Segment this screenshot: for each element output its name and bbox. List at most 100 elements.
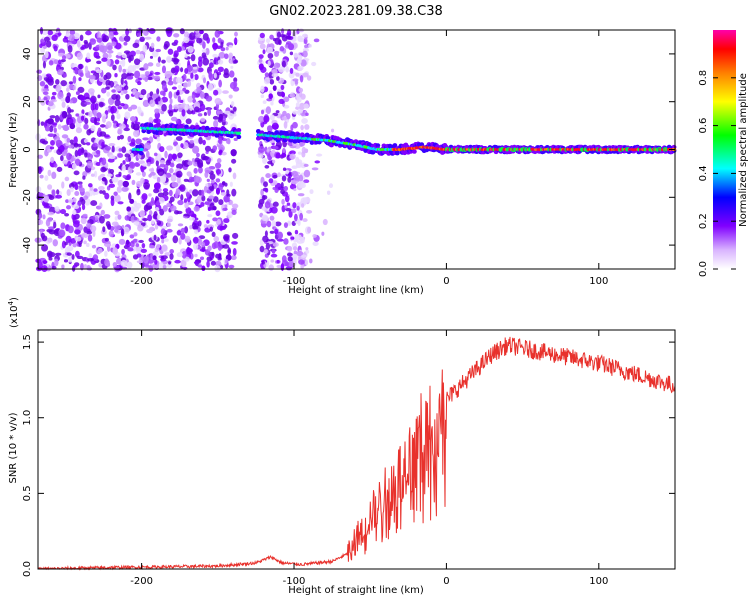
spectrogram-point (140, 164, 145, 173)
spectrogram-point (274, 228, 279, 235)
spectrogram-point (132, 129, 140, 138)
spectrogram-point (95, 149, 101, 155)
spectrogram-point (169, 249, 175, 254)
spectrogram-point (90, 116, 96, 121)
spectrogram-point (42, 214, 46, 220)
spectrogram-point (164, 71, 172, 79)
snr-frame (37, 329, 676, 570)
spectrogram-point (218, 149, 223, 155)
spectrogram-point (96, 60, 102, 65)
spectrogram-point (53, 163, 58, 168)
spectrogram-point (70, 62, 76, 68)
spectrogram-point (392, 143, 398, 148)
spectrogram-point (308, 43, 312, 48)
spectrogram-point (292, 202, 297, 209)
spectrogram-point (201, 265, 206, 272)
spectrogram-point (184, 68, 189, 75)
figure-title: GN02.2023.281.09.38.C38 (269, 4, 443, 19)
spectrogram-point (293, 42, 298, 49)
spectrogram-point (122, 68, 126, 73)
spectrogram-point (296, 250, 304, 257)
spectrogram-point (102, 35, 110, 42)
spectrogram-point (294, 213, 298, 222)
spectrogram-point (303, 103, 309, 109)
spectrogram-point (228, 44, 233, 48)
spectrogram-point (217, 37, 222, 44)
spectrogram-point (227, 211, 233, 219)
spectrogram-point (47, 133, 55, 137)
spectrogram-point (61, 55, 67, 60)
spectrogram-point (258, 145, 265, 153)
spectrogram-point (289, 153, 296, 160)
spectrogram-point (63, 124, 69, 132)
spectrogram-point (83, 240, 87, 245)
spectrogram-point (138, 239, 144, 243)
spectrogram-point (92, 142, 98, 148)
spectrogram-point (148, 264, 154, 272)
spectrogram-point (158, 262, 164, 270)
spectrogram-point (261, 109, 265, 115)
y-tick-label: 0.0 (22, 561, 33, 577)
spectrogram-point (187, 45, 194, 54)
spectrogram-point (220, 47, 226, 52)
spectrogram-point (298, 87, 304, 93)
spectrogram-point (96, 112, 102, 119)
spectrogram-point (325, 135, 331, 141)
spectrogram-point (271, 69, 278, 75)
spectrogram-y-ticks: -40 -20 0 20 40 (22, 48, 675, 253)
spectrogram-point (165, 172, 172, 178)
spectrogram-point (148, 244, 156, 249)
spectrogram-point (104, 192, 110, 200)
spectrogram-point (47, 217, 53, 222)
spectrogram-point (126, 174, 132, 180)
spectrogram-point (56, 166, 63, 172)
spectrogram-y-label: Frequency (Hz) (8, 112, 19, 188)
spectrogram-point (213, 119, 219, 128)
spectrogram-point (96, 37, 103, 43)
spectrogram-point (281, 152, 287, 158)
spectrogram-point (161, 238, 165, 244)
spectrogram-point (158, 130, 164, 136)
spectrogram-point (182, 142, 189, 149)
spectrogram-point (272, 37, 277, 42)
spectrogram-point (207, 83, 214, 92)
spectrogram-point (146, 228, 153, 234)
spectrogram-point (67, 107, 72, 115)
spectrogram-point (127, 65, 135, 73)
spectrogram-point (194, 74, 199, 81)
spectrogram-point (39, 26, 44, 35)
spectrogram-point (271, 220, 277, 228)
spectrogram-point (180, 227, 186, 233)
spectrogram-point (321, 231, 325, 236)
spectrogram-point (122, 226, 130, 235)
spectrogram-point (87, 234, 93, 242)
spectrogram-point (283, 121, 288, 129)
spectrogram-point (177, 84, 182, 89)
spectrogram-point (289, 67, 294, 75)
spectrogram-point (76, 255, 84, 260)
spectrogram-point (212, 37, 216, 44)
spectrogram-point (293, 188, 297, 192)
spectrogram-point (124, 215, 130, 221)
spectrogram-point (322, 218, 328, 226)
spectrogram-point (217, 66, 224, 73)
spectrogram-point (77, 148, 82, 157)
spectrogram-point (280, 182, 284, 189)
spectrogram-point (147, 161, 151, 167)
spectrogram-point (87, 257, 95, 262)
spectrogram-point (281, 116, 288, 121)
spectrogram-point (168, 103, 173, 111)
spectrogram-point (212, 53, 218, 58)
spectrogram-point (195, 176, 202, 184)
spectrogram-point (75, 91, 80, 95)
spectrogram-point (277, 66, 285, 73)
spectrogram-point (92, 254, 99, 261)
spectrogram-point (259, 245, 265, 253)
spectrogram-point (155, 159, 159, 167)
spectrogram-point (309, 189, 314, 195)
spectrogram-point (61, 101, 66, 108)
spectrogram-point (130, 152, 134, 159)
spectrogram-point (96, 206, 102, 210)
spectrogram-point (130, 215, 135, 223)
spectrogram-point (218, 79, 222, 88)
